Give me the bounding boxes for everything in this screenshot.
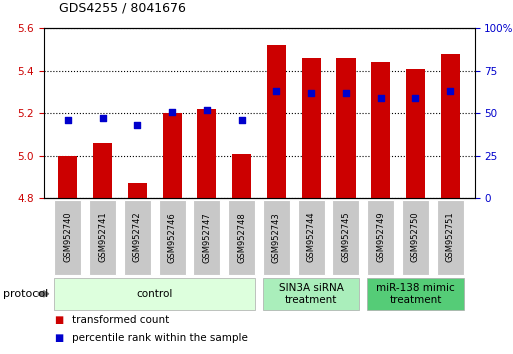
Bar [163, 113, 182, 198]
Point [203, 107, 211, 113]
Bar [406, 69, 425, 198]
FancyBboxPatch shape [332, 200, 360, 275]
Bar [198, 109, 216, 198]
Text: transformed count: transformed count [72, 315, 169, 325]
FancyBboxPatch shape [367, 278, 464, 310]
FancyBboxPatch shape [263, 278, 360, 310]
Text: protocol: protocol [3, 289, 48, 299]
Point [64, 117, 72, 123]
Text: GSM952741: GSM952741 [98, 212, 107, 263]
FancyBboxPatch shape [54, 200, 82, 275]
Bar [302, 58, 321, 198]
Text: GSM952748: GSM952748 [237, 212, 246, 263]
Text: GSM952740: GSM952740 [64, 212, 72, 263]
Bar [267, 45, 286, 198]
FancyBboxPatch shape [263, 200, 290, 275]
Point [238, 117, 246, 123]
Text: GSM952745: GSM952745 [342, 212, 350, 263]
Text: GSM952747: GSM952747 [203, 212, 211, 263]
Point [342, 90, 350, 96]
Text: GSM952743: GSM952743 [272, 212, 281, 263]
Text: miR-138 mimic
treatment: miR-138 mimic treatment [376, 283, 455, 305]
Text: SIN3A siRNA
treatment: SIN3A siRNA treatment [279, 283, 344, 305]
Text: control: control [136, 289, 173, 299]
Text: GSM952746: GSM952746 [168, 212, 176, 263]
FancyBboxPatch shape [298, 200, 325, 275]
Text: GSM952750: GSM952750 [411, 212, 420, 263]
Text: percentile rank within the sample: percentile rank within the sample [72, 333, 248, 343]
Point [98, 115, 107, 121]
Text: ■: ■ [54, 315, 63, 325]
Text: GSM952744: GSM952744 [307, 212, 315, 263]
Bar [371, 62, 390, 198]
FancyBboxPatch shape [89, 200, 116, 275]
Bar [232, 154, 251, 198]
FancyBboxPatch shape [437, 200, 464, 275]
FancyBboxPatch shape [228, 200, 255, 275]
Text: GSM952751: GSM952751 [446, 212, 455, 263]
Bar [128, 183, 147, 198]
FancyBboxPatch shape [367, 200, 394, 275]
FancyBboxPatch shape [193, 200, 221, 275]
Bar [93, 143, 112, 198]
FancyBboxPatch shape [402, 200, 429, 275]
FancyBboxPatch shape [124, 200, 151, 275]
Point [133, 122, 142, 128]
Bar [337, 58, 356, 198]
FancyBboxPatch shape [159, 200, 186, 275]
Bar [58, 156, 77, 198]
Bar [441, 54, 460, 198]
Text: ■: ■ [54, 333, 63, 343]
Point [446, 88, 455, 94]
Point [272, 88, 281, 94]
FancyBboxPatch shape [54, 278, 255, 310]
Point [411, 95, 420, 101]
Text: GSM952742: GSM952742 [133, 212, 142, 263]
Point [168, 109, 176, 114]
Text: GDS4255 / 8041676: GDS4255 / 8041676 [59, 1, 186, 14]
Text: GSM952749: GSM952749 [376, 212, 385, 263]
Point [307, 90, 315, 96]
Point [377, 95, 385, 101]
